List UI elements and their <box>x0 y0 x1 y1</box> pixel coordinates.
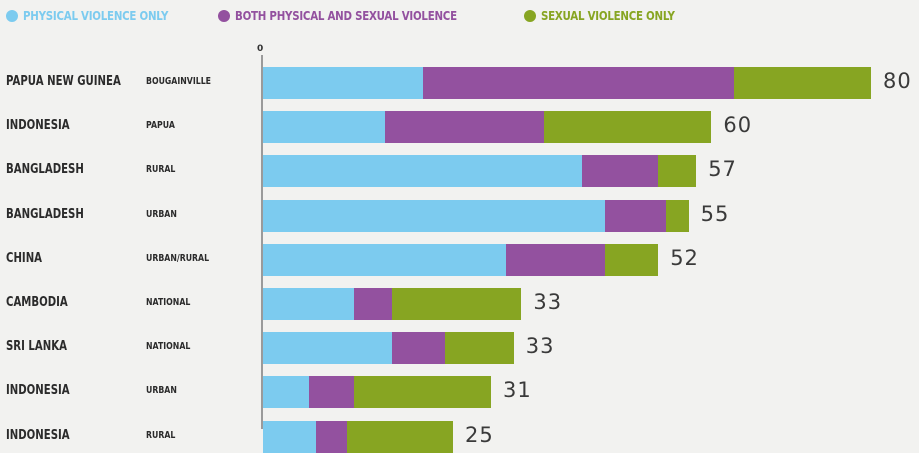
bar-total-label: 57 <box>708 157 737 182</box>
legend-label-physical: PHYSICAL VIOLENCE ONLY <box>23 8 169 23</box>
category-country-label: INDONESIA <box>6 118 70 134</box>
category-region-label: BOUGAINVILLE <box>146 76 211 87</box>
bar-segment-both <box>392 332 446 365</box>
legend-item-sexual: SEXUAL VIOLENCE ONLY <box>523 8 704 23</box>
bar-total-label: 31 <box>503 378 532 403</box>
bar-total-label: 25 <box>465 422 494 447</box>
category-region-label: URBAN <box>146 385 177 397</box>
bar-segment-physical <box>263 111 385 144</box>
bar-segment-physical <box>263 376 309 409</box>
bar-segment-sexual <box>605 243 659 276</box>
category-country-label: SRI LANKA <box>6 339 67 355</box>
category-region-label: RURAL <box>146 164 176 176</box>
bar-total-label: 80 <box>883 69 912 93</box>
x-axis-tick-zero: 0 <box>257 44 264 54</box>
bar-segment-both <box>308 376 355 409</box>
bar-segment-physical <box>263 332 393 365</box>
bar-segment-sexual <box>445 332 514 365</box>
category-region-label: NATIONAL <box>146 341 191 353</box>
legend-swatch-sexual <box>523 9 536 22</box>
legend: PHYSICAL VIOLENCE ONLY BOTH PHYSICAL AND… <box>6 8 704 23</box>
bar-segment-physical <box>263 288 355 320</box>
bar-total-label: 60 <box>723 113 753 138</box>
bar-total-label: 52 <box>670 245 699 270</box>
bar-segment-sexual <box>734 67 871 99</box>
legend-label-sexual: SEXUAL VIOLENCE ONLY <box>540 8 675 23</box>
category-region-label: NATIONAL <box>146 297 191 308</box>
bar-segment-both <box>582 155 659 188</box>
category-country-label: CHINA <box>6 250 43 266</box>
legend-item-physical: PHYSICAL VIOLENCE ONLY <box>6 8 200 23</box>
legend-item-both: BOTH PHYSICAL AND SEXUAL VIOLENCE <box>218 8 506 23</box>
bar-segment-sexual <box>392 288 522 320</box>
category-country-label: CAMBODIA <box>6 295 68 310</box>
bar-segment-both <box>422 67 735 99</box>
category-country-label: BANGLADESH <box>6 162 84 178</box>
bar-segment-both <box>605 199 666 232</box>
category-country-label: INDONESIA <box>6 427 70 443</box>
bar-segment-sexual <box>544 111 712 144</box>
legend-label-both: BOTH PHYSICAL AND SEXUAL VIOLENCE <box>235 8 457 23</box>
bar-segment-sexual <box>658 155 697 188</box>
bar-segment-both <box>384 111 545 144</box>
category-region-label: RURAL <box>146 429 176 441</box>
category-country-label: INDONESIA <box>6 383 70 399</box>
bar-segment-physical <box>263 420 317 453</box>
legend-swatch-both <box>218 9 231 22</box>
bar-segment-sexual <box>665 199 689 232</box>
category-region-label: URBAN <box>146 208 177 220</box>
bar-segment-physical <box>263 67 423 99</box>
bar-segment-both <box>316 420 347 453</box>
category-country-label: PAPUA NEW GUINEA <box>6 74 121 89</box>
bar-segment-physical <box>263 199 605 232</box>
bar-total-label: 55 <box>700 201 730 226</box>
bar-segment-physical <box>263 243 507 276</box>
category-region-label: URBAN/RURAL <box>146 252 210 264</box>
bar-segment-sexual <box>354 376 491 409</box>
bar-segment-physical <box>263 155 583 188</box>
legend-swatch-physical <box>6 9 18 22</box>
bar-segment-both <box>506 243 605 276</box>
bar-total-label: 33 <box>533 290 563 314</box>
bar-segment-sexual <box>346 420 453 453</box>
category-region-label: PAPUA <box>146 120 175 132</box>
x-axis-baseline <box>261 55 263 429</box>
category-country-label: BANGLADESH <box>6 206 84 222</box>
bar-segment-both <box>354 288 393 320</box>
bar-total-label: 33 <box>525 334 555 359</box>
stacked-bar-chart: PHYSICAL VIOLENCE ONLY BOTH PHYSICAL AND… <box>6 8 912 453</box>
